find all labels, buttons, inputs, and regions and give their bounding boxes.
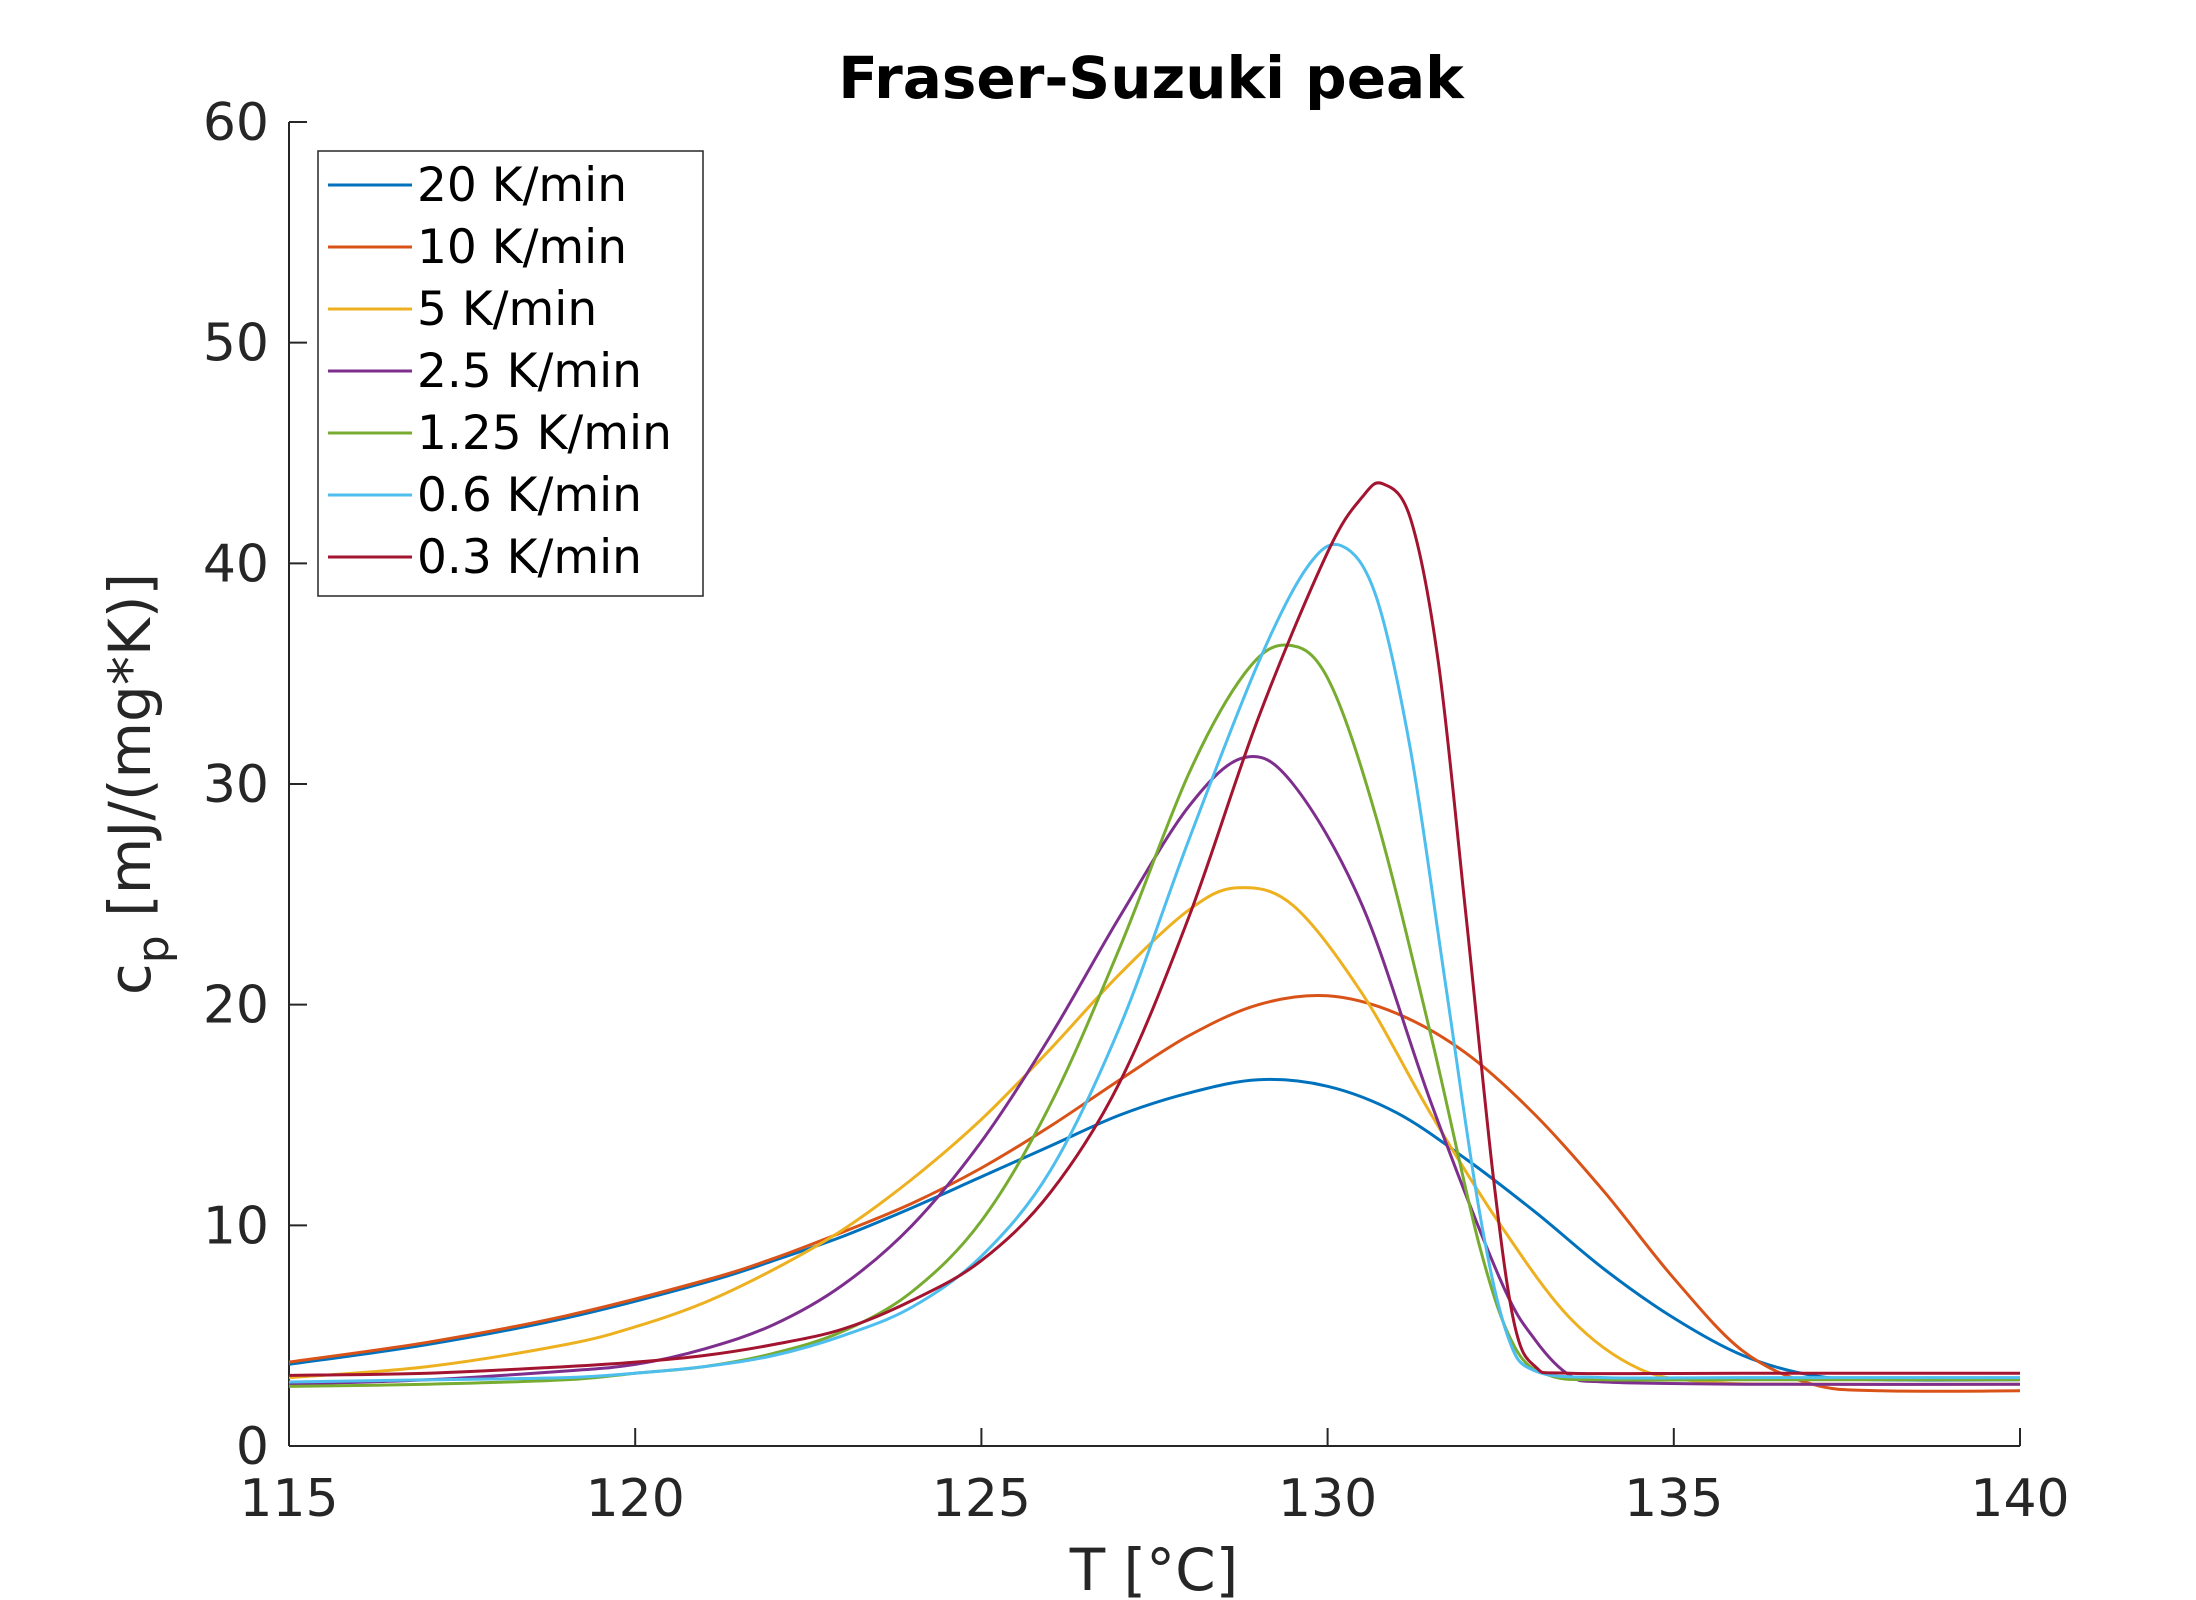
series-line-3 [288, 755, 2021, 1386]
y-tick-label: 0 [236, 1417, 269, 1477]
series-line-6 [288, 481, 2020, 1377]
series-line-2 [288, 886, 2021, 1386]
series-line-1 [288, 994, 2021, 1393]
y-axis-label-main: c [96, 963, 164, 995]
y-tick-label: 40 [203, 534, 269, 594]
chart-title: Fraser-Suzuki peak [838, 44, 1465, 112]
legend-label: 10 K/min [417, 220, 627, 275]
x-tick-label: 120 [586, 1469, 685, 1529]
series-line-4 [288, 643, 2020, 1388]
y-axis-label-rest: [mJ/(mg*K)] [96, 573, 164, 935]
legend-label: 1.25 K/min [417, 406, 672, 461]
legend-label: 20 K/min [417, 158, 627, 213]
y-tick-label: 20 [203, 976, 269, 1036]
y-tick-label: 60 [203, 93, 269, 153]
x-tick-label: 135 [1624, 1469, 1723, 1529]
x-tick-label: 130 [1278, 1469, 1377, 1529]
legend: 20 K/min 10 K/min 5 K/min 2.5 K/min 1.25 K/m… [317, 150, 704, 597]
x-tick-label: 115 [239, 1469, 338, 1529]
x-tick-label: 140 [1970, 1469, 2069, 1529]
legend-items: 20 K/min 10 K/min 5 K/min 2.5 K/min 1.25 K/m… [328, 158, 672, 585]
x-ticks: 115 120 125 130 135 140 [239, 1428, 2070, 1529]
y-ticks: 0 10 20 30 40 50 60 [203, 93, 307, 1477]
series-lines [288, 481, 2021, 1393]
legend-label: 5 K/min [417, 282, 597, 337]
legend-label: 0.6 K/min [417, 468, 642, 523]
y-tick-label: 30 [203, 755, 269, 815]
series-line-5 [288, 542, 2020, 1384]
legend-label: 0.3 K/min [417, 530, 642, 585]
legend-box [317, 150, 704, 597]
y-tick-label: 50 [203, 314, 269, 374]
y-tick-label: 10 [203, 1196, 269, 1256]
x-axis-label: T [°C] [1069, 1536, 1239, 1600]
x-tick-label: 125 [932, 1469, 1031, 1529]
y-axis-label: cp [mJ/(mg*K)] [96, 573, 179, 995]
series-line-0 [288, 1077, 2021, 1382]
legend-label: 2.5 K/min [417, 344, 642, 399]
y-axis-label-subscript: p [128, 935, 179, 963]
